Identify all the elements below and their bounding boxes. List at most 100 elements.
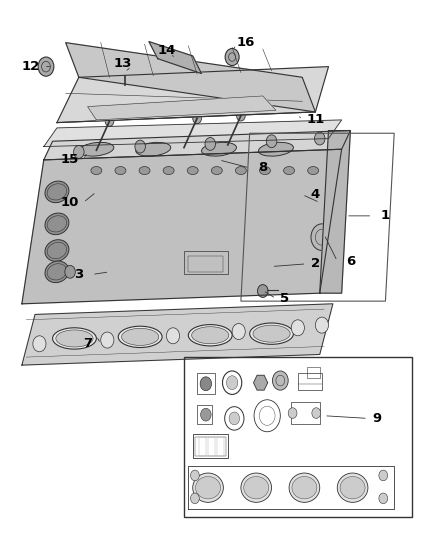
Bar (298, 373, 322, 390)
Ellipse shape (308, 166, 319, 175)
Ellipse shape (201, 142, 237, 156)
Bar (197, 373, 215, 394)
Ellipse shape (187, 166, 198, 175)
Ellipse shape (91, 166, 102, 175)
Polygon shape (44, 120, 342, 147)
Text: 9: 9 (372, 412, 381, 425)
Polygon shape (88, 96, 276, 120)
Circle shape (101, 332, 114, 348)
Circle shape (191, 470, 199, 481)
Polygon shape (320, 131, 350, 293)
Bar (193, 434, 228, 458)
Circle shape (229, 412, 240, 425)
Ellipse shape (244, 477, 268, 499)
Text: 11: 11 (306, 114, 325, 126)
Circle shape (315, 317, 328, 333)
Circle shape (272, 371, 288, 390)
Text: 13: 13 (113, 58, 132, 70)
Ellipse shape (163, 166, 174, 175)
Ellipse shape (241, 473, 272, 502)
Ellipse shape (340, 477, 365, 499)
Circle shape (288, 408, 297, 418)
Polygon shape (22, 149, 342, 304)
Circle shape (266, 135, 277, 148)
Ellipse shape (45, 181, 69, 203)
Ellipse shape (292, 477, 317, 499)
Text: 8: 8 (258, 161, 268, 174)
Circle shape (225, 49, 239, 66)
Circle shape (258, 285, 268, 297)
Text: 14: 14 (157, 44, 176, 57)
Polygon shape (254, 375, 268, 390)
Circle shape (74, 146, 84, 158)
Circle shape (191, 493, 199, 504)
Circle shape (120, 63, 130, 76)
Circle shape (33, 336, 46, 352)
Polygon shape (66, 43, 315, 112)
Circle shape (237, 110, 245, 121)
Ellipse shape (250, 323, 293, 344)
Bar (188, 256, 223, 272)
Text: 4: 4 (311, 188, 320, 201)
Circle shape (121, 71, 128, 80)
Circle shape (135, 140, 145, 153)
Bar (307, 367, 320, 378)
Circle shape (226, 376, 238, 390)
Circle shape (38, 57, 54, 76)
Ellipse shape (236, 166, 247, 175)
Circle shape (232, 324, 245, 340)
Circle shape (193, 113, 201, 124)
Ellipse shape (45, 240, 69, 261)
Bar (184, 357, 412, 517)
Circle shape (205, 138, 215, 150)
Text: 16: 16 (236, 36, 254, 49)
Ellipse shape (139, 166, 150, 175)
Circle shape (105, 116, 114, 126)
Ellipse shape (193, 473, 223, 502)
Bar (197, 405, 212, 424)
Circle shape (291, 320, 304, 336)
Ellipse shape (121, 328, 159, 345)
Text: 10: 10 (61, 196, 79, 209)
Text: 12: 12 (21, 60, 40, 73)
Polygon shape (149, 42, 201, 74)
Ellipse shape (284, 166, 295, 175)
Circle shape (166, 328, 180, 344)
Bar (184, 251, 228, 274)
Bar (208, 437, 215, 456)
Ellipse shape (136, 142, 171, 156)
Ellipse shape (79, 142, 114, 156)
Polygon shape (44, 131, 350, 160)
Circle shape (201, 408, 211, 421)
Ellipse shape (118, 326, 162, 348)
Text: 5: 5 (280, 292, 289, 305)
Ellipse shape (195, 477, 221, 499)
Circle shape (379, 493, 388, 504)
Circle shape (314, 132, 325, 145)
Bar (291, 402, 320, 424)
Text: 3: 3 (74, 268, 84, 281)
Ellipse shape (258, 142, 293, 156)
Bar (199, 437, 206, 456)
Circle shape (379, 470, 388, 481)
Ellipse shape (253, 325, 290, 342)
Text: 7: 7 (83, 337, 92, 350)
Text: 2: 2 (311, 257, 320, 270)
Bar (217, 437, 224, 456)
Ellipse shape (212, 166, 223, 175)
Text: 15: 15 (61, 154, 79, 166)
Text: 1: 1 (381, 209, 390, 222)
Ellipse shape (337, 473, 368, 502)
Ellipse shape (289, 473, 320, 502)
Ellipse shape (56, 330, 93, 347)
Ellipse shape (191, 327, 229, 344)
Circle shape (200, 377, 212, 391)
Text: 6: 6 (346, 255, 355, 268)
Polygon shape (22, 304, 333, 365)
Ellipse shape (45, 261, 69, 282)
Ellipse shape (53, 328, 96, 349)
Circle shape (311, 224, 333, 251)
Ellipse shape (45, 213, 69, 235)
Polygon shape (57, 67, 328, 123)
Bar (195, 437, 226, 456)
